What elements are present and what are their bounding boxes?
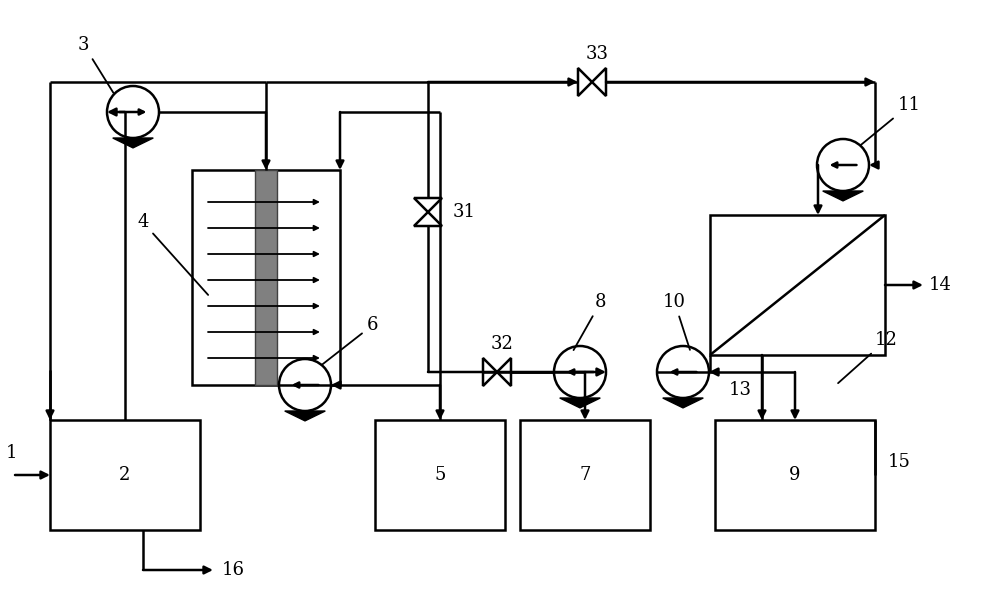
Text: 2: 2 — [119, 466, 131, 484]
Circle shape — [107, 86, 159, 138]
Circle shape — [279, 359, 331, 411]
Text: 1: 1 — [6, 444, 18, 462]
Bar — [715, 420, 875, 530]
Polygon shape — [823, 191, 863, 201]
Bar — [255, 170, 277, 385]
Text: 3: 3 — [78, 36, 113, 93]
Circle shape — [554, 346, 606, 398]
Bar — [192, 170, 340, 385]
Text: 12: 12 — [838, 331, 898, 383]
Text: 11: 11 — [861, 96, 921, 145]
Text: 10: 10 — [663, 293, 690, 350]
Polygon shape — [113, 138, 153, 148]
Text: 13: 13 — [728, 381, 752, 399]
Text: 15: 15 — [888, 453, 910, 471]
Polygon shape — [414, 198, 442, 212]
Polygon shape — [414, 212, 442, 226]
Text: 9: 9 — [789, 466, 801, 484]
Polygon shape — [663, 398, 703, 408]
Polygon shape — [578, 68, 592, 96]
Text: 16: 16 — [222, 561, 244, 579]
Circle shape — [817, 139, 869, 191]
Polygon shape — [592, 68, 606, 96]
Bar — [50, 420, 200, 530]
Text: 5: 5 — [434, 466, 446, 484]
Text: 32: 32 — [491, 335, 513, 353]
Text: 6: 6 — [321, 316, 378, 365]
Text: 7: 7 — [579, 466, 591, 484]
Text: 33: 33 — [586, 45, 608, 63]
Polygon shape — [497, 358, 511, 386]
Bar — [375, 420, 505, 530]
Bar — [520, 420, 650, 530]
Text: 8: 8 — [574, 293, 606, 350]
Polygon shape — [483, 358, 497, 386]
Text: 14: 14 — [929, 276, 951, 294]
Polygon shape — [285, 411, 325, 421]
Circle shape — [657, 346, 709, 398]
Bar — [710, 215, 885, 355]
Text: 31: 31 — [452, 203, 476, 221]
Polygon shape — [560, 398, 600, 408]
Text: 4: 4 — [137, 213, 208, 295]
